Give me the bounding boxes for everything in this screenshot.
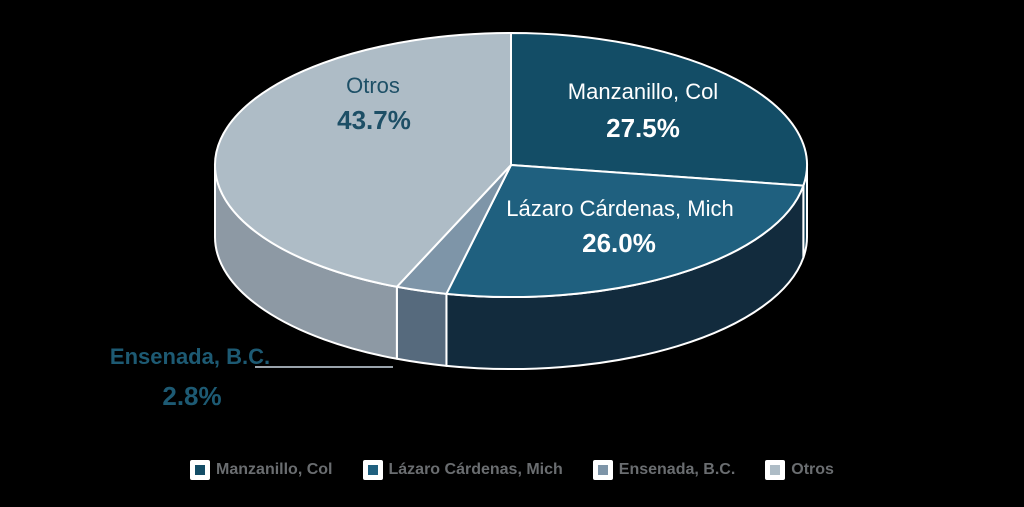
legend-swatch-lazaro-icon <box>362 460 383 480</box>
slice-label-otros-name: Otros <box>346 73 400 98</box>
legend-swatch-ensenada-icon <box>592 460 613 480</box>
slice-label-ensenada-pct: 2.8% <box>162 381 222 411</box>
legend-item-ensenada: Ensenada, B.C. <box>592 460 736 480</box>
legend-label-ensenada: Ensenada, B.C. <box>618 461 736 478</box>
legend-label-lazaro: Lázaro Cárdenas, Mich <box>388 461 563 478</box>
legend-item-manzanillo: Manzanillo, Col <box>190 460 333 480</box>
slice-label-manzanillo-pct: 27.5% <box>606 113 680 143</box>
pie-slice-top-3 <box>214 32 512 288</box>
slice-label-ensenada-name: Ensenada, B.C. <box>109 344 271 369</box>
legend-item-otros: Otros <box>765 460 834 480</box>
slice-label-lazaro-name: Lázaro Cárdenas, Mich <box>506 196 734 221</box>
legend-label-manzanillo: Manzanillo, Col <box>216 461 333 478</box>
slice-label-manzanillo-name: Manzanillo, Col <box>567 79 719 104</box>
pie-slice-top-0 <box>510 32 808 187</box>
slice-label-lazaro-pct: 26.0% <box>582 228 656 258</box>
callout-leader-line <box>255 366 393 368</box>
legend-item-lazaro: Lázaro Cárdenas, Mich <box>362 460 563 480</box>
legend: Manzanillo, Col Lázaro Cárdenas, Mich En… <box>0 460 1024 480</box>
pie-slice-side-2 <box>395 285 448 367</box>
pie-slice-top-1 <box>445 164 805 298</box>
legend-swatch-manzanillo-icon <box>190 460 211 480</box>
slice-label-otros-pct: 43.7% <box>337 105 411 135</box>
legend-label-otros: Otros <box>791 461 834 478</box>
legend-swatch-otros-icon <box>765 460 786 480</box>
